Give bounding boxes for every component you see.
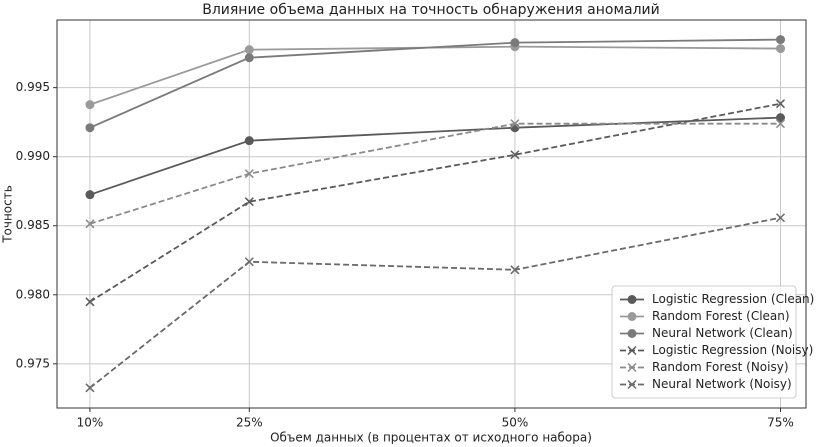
marker bbox=[510, 119, 520, 129]
legend-label: Random Forest (Noisy) bbox=[652, 360, 789, 374]
legend-marker bbox=[627, 329, 637, 338]
x-tick-label: 25% bbox=[236, 416, 263, 430]
y-axis-label: Точность bbox=[1, 185, 15, 244]
chart-title: Влияние объема данных на точность обнару… bbox=[202, 2, 660, 18]
marker bbox=[85, 190, 95, 200]
legend: Logistic Regression (Clean) Random Forest… bbox=[611, 285, 814, 399]
marker bbox=[244, 169, 254, 179]
marker bbox=[776, 113, 786, 123]
legend-marker bbox=[627, 345, 637, 356]
series-line bbox=[89, 116, 781, 196]
plot-frame bbox=[56, 19, 807, 409]
series-line bbox=[89, 45, 781, 106]
legend-label: Neural Network (Noisy) bbox=[652, 377, 792, 391]
y-tick-label: 0.975 bbox=[16, 356, 50, 370]
marker bbox=[244, 53, 254, 63]
x-axis-label: Объем данных (в процентах от исходного н… bbox=[270, 431, 592, 445]
series-line bbox=[89, 122, 781, 225]
marker bbox=[510, 38, 520, 48]
legend-label: Logistic Regression (Noisy) bbox=[652, 343, 813, 357]
marker bbox=[85, 383, 95, 393]
y-tick-label: 0.995 bbox=[16, 80, 50, 94]
marker bbox=[85, 123, 95, 133]
y-tick-label: 0.990 bbox=[16, 149, 50, 163]
marker bbox=[775, 213, 786, 223]
marker bbox=[510, 150, 520, 160]
marker bbox=[775, 99, 786, 109]
legend-marker bbox=[627, 379, 637, 390]
marker bbox=[776, 44, 786, 54]
x-tick-label: 10% bbox=[77, 416, 104, 430]
marker bbox=[85, 297, 95, 307]
x-tick-label: 75% bbox=[767, 416, 794, 430]
legend-label: Logistic Regression (Clean) bbox=[652, 292, 814, 306]
marker bbox=[244, 197, 254, 207]
legend-label: Neural Network (Clean) bbox=[652, 326, 793, 340]
y-tick-label: 0.980 bbox=[16, 287, 50, 301]
marker bbox=[85, 219, 95, 229]
series-line bbox=[89, 102, 781, 303]
legend-marker bbox=[627, 362, 637, 373]
marker bbox=[244, 136, 254, 146]
marker bbox=[244, 257, 254, 267]
legend-label: Random Forest (Clean) bbox=[652, 309, 790, 323]
marker bbox=[510, 265, 520, 275]
series-line bbox=[89, 38, 781, 129]
series-line bbox=[89, 216, 781, 389]
y-tick-label: 0.985 bbox=[16, 218, 50, 232]
marker bbox=[85, 100, 95, 110]
legend-marker bbox=[627, 312, 637, 321]
marker bbox=[776, 35, 786, 45]
marker bbox=[244, 45, 254, 55]
legend-marker bbox=[627, 295, 637, 304]
x-tick-label: 50% bbox=[502, 416, 529, 430]
legend-box bbox=[611, 285, 797, 399]
marker bbox=[775, 119, 786, 129]
